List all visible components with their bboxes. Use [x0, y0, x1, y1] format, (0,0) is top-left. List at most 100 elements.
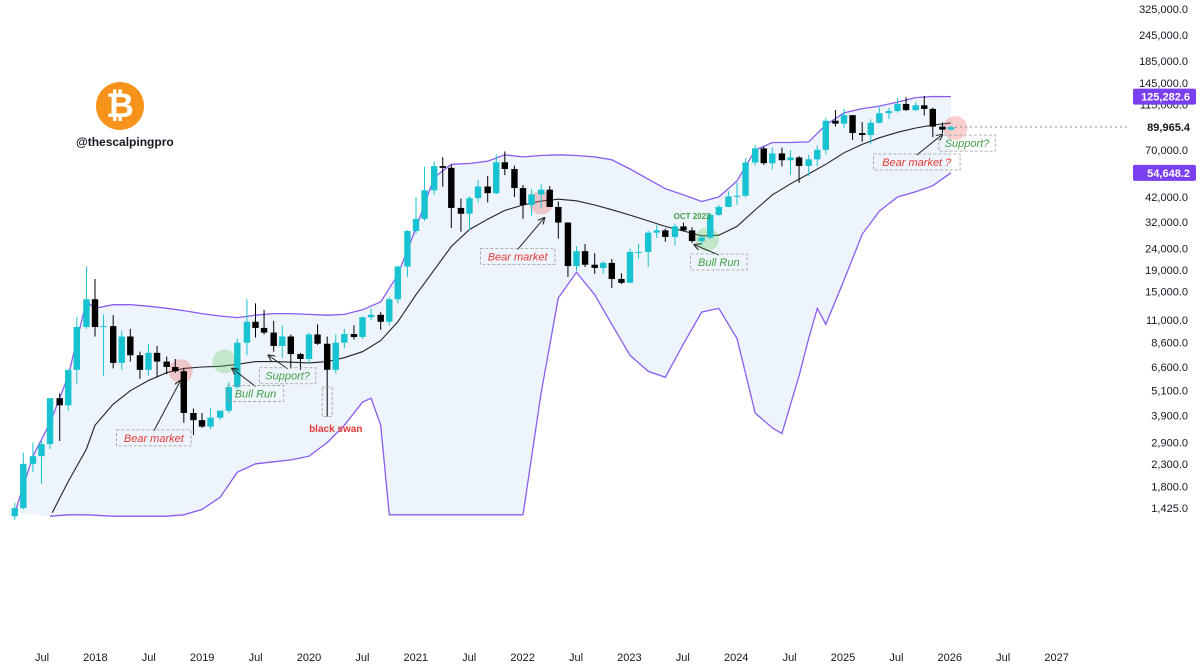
candle-88 — [795, 156, 803, 183]
candle-body — [56, 398, 63, 406]
x-tick-label: Jul — [355, 652, 369, 664]
candle-body — [537, 189, 545, 195]
candle-20 — [190, 408, 197, 435]
candle-body — [29, 456, 37, 464]
annotation-box — [690, 253, 748, 271]
candle-body — [618, 279, 625, 283]
candle-0 — [11, 503, 18, 520]
support-label-2019: Support? — [258, 355, 317, 385]
candle-body — [234, 342, 241, 388]
x-tick-label: Jul — [676, 652, 690, 664]
candle-92 — [832, 110, 839, 127]
candle-77 — [698, 234, 705, 246]
candle-body — [947, 127, 955, 130]
plot-area — [11, 95, 1130, 520]
support-label-2025: Support? — [938, 134, 996, 152]
candle-body — [493, 162, 500, 194]
candle-52 — [474, 180, 482, 203]
candle-body — [305, 334, 313, 360]
bull-run-label-2019: Bull Run — [226, 368, 285, 402]
candle-body — [314, 334, 321, 344]
candle-10 — [100, 314, 107, 376]
candle-body — [421, 190, 428, 219]
candle-83 — [751, 145, 759, 166]
candle-body — [849, 115, 856, 134]
candle-102 — [921, 95, 928, 116]
bitcoin-logo: ₿ — [96, 82, 144, 130]
candle-59 — [537, 184, 545, 209]
candle-72 — [653, 224, 660, 238]
candle-body — [840, 115, 848, 124]
candle-body — [778, 153, 786, 161]
candle-96 — [867, 119, 874, 145]
candle-body — [341, 334, 348, 343]
candle-51 — [466, 196, 473, 231]
candle-body — [198, 420, 206, 427]
y-tick-label: 325,000.0 — [1139, 4, 1188, 16]
candle-body — [902, 103, 910, 111]
y-tick-label: 245,000.0 — [1139, 30, 1188, 42]
x-tick-label: Jul — [569, 652, 583, 664]
candle-body — [805, 159, 812, 166]
candle-body — [564, 222, 572, 267]
candle-89 — [805, 154, 812, 177]
annotation-arrow — [694, 245, 720, 256]
bull-run-label-2023: Bull Run — [690, 245, 748, 271]
candle-body — [252, 321, 259, 328]
x-tick-label: Jul — [996, 652, 1010, 664]
bull-circle-2019 — [212, 349, 237, 374]
candle-body — [581, 251, 589, 265]
candle-78 — [707, 213, 714, 239]
candle-body — [153, 352, 161, 362]
y-tick-label: 32,000.0 — [1145, 217, 1188, 229]
candle-body — [608, 262, 616, 280]
candle-68 — [618, 273, 625, 284]
candle-79 — [715, 205, 723, 217]
candle-body — [832, 120, 839, 124]
candle-21 — [198, 412, 206, 428]
candle-body — [822, 120, 830, 150]
candle-27 — [252, 303, 259, 338]
candle-body — [439, 166, 446, 168]
x-tick-label: 2019 — [190, 652, 214, 664]
candle-17 — [163, 356, 170, 375]
y-tick-label: 2,300.0 — [1151, 459, 1188, 471]
price-label-text: 89,965.4 — [1147, 122, 1191, 134]
x-tick-label: Jul — [35, 652, 49, 664]
candle-6 — [65, 369, 72, 411]
price-label-bg — [1133, 164, 1196, 181]
candle-40 — [367, 308, 375, 321]
candle-body — [814, 149, 821, 160]
y-tick-label: 185,000.0 — [1139, 56, 1188, 68]
x-tick-label: 2026 — [938, 652, 962, 664]
candle-23 — [216, 410, 224, 421]
candle-body — [474, 186, 482, 199]
candle-body — [885, 111, 893, 114]
candle-body — [795, 157, 803, 166]
y-tick-label: 2,900.0 — [1151, 438, 1188, 450]
candle-65 — [591, 253, 598, 274]
candle-9 — [91, 279, 99, 337]
black-swan-label: black swan — [309, 386, 362, 435]
candle-body — [412, 218, 420, 232]
candle-body — [180, 371, 188, 413]
candle-93 — [840, 108, 848, 128]
time-axis-bg — [0, 650, 1130, 667]
y-tick-label: 3,900.0 — [1151, 410, 1188, 422]
candle-body — [225, 387, 232, 411]
candle-body — [600, 262, 607, 268]
candle-body — [172, 366, 179, 372]
candle-body — [769, 153, 776, 164]
candle-body — [46, 398, 54, 445]
x-tick-label: Jul — [783, 652, 797, 664]
y-tick-label: 42,000.0 — [1145, 192, 1188, 204]
candle-103 — [929, 107, 937, 138]
candle-46 — [421, 166, 428, 222]
y-tick-label: 1,800.0 — [1151, 481, 1188, 493]
candle-76 — [688, 227, 696, 244]
candle-31 — [287, 334, 295, 369]
candle-87 — [787, 150, 794, 175]
candle-61 — [555, 201, 562, 239]
candle-body — [707, 214, 714, 238]
